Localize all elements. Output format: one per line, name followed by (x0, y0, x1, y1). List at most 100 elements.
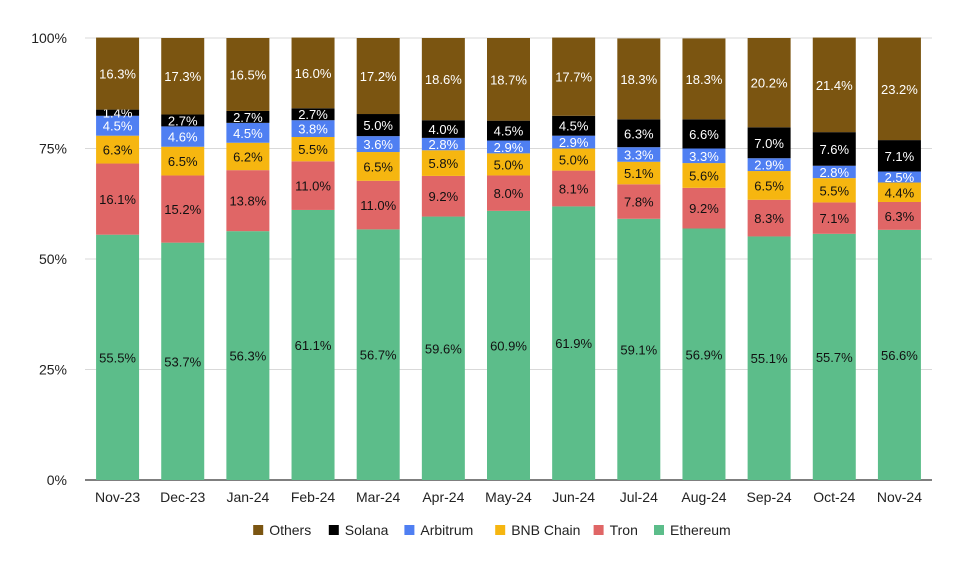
bar-segment (421, 216, 465, 480)
bar-segment (421, 120, 465, 138)
bar-stack: 56.6% 6.3% 4.4%2.5% 7.1% 23.2% (877, 37, 921, 480)
bar-segment (617, 218, 661, 480)
y-axis: 0% 25% 50% 75% 100% (31, 30, 67, 488)
data-label: 2.5% (885, 170, 915, 185)
bar-segment (226, 122, 270, 143)
data-label: 6.6% (689, 127, 719, 142)
bar-segment (486, 153, 531, 176)
x-tick-label: Sep-24 (747, 489, 792, 505)
bar-segment (291, 120, 335, 138)
bar-segment (877, 182, 921, 202)
data-label: 56.3% (229, 349, 266, 364)
data-label: 55.7% (816, 350, 853, 365)
legend-label: Solana (345, 522, 389, 538)
data-label: 11.0% (295, 179, 331, 194)
bar-segment (682, 187, 726, 229)
data-label: 7.8% (624, 195, 654, 210)
bar-segment (291, 137, 335, 162)
bar-segment (291, 108, 335, 121)
data-label: 4.5% (559, 119, 589, 134)
data-label: 5.5% (298, 142, 328, 157)
bar-segment (96, 37, 140, 110)
bar-segment (877, 171, 921, 183)
data-label: 17.7% (555, 70, 592, 85)
data-label: 17.2% (360, 69, 397, 84)
bar-segment (291, 37, 335, 109)
data-label: 8.3% (754, 211, 784, 226)
legend-label: Tron (610, 522, 638, 538)
data-label: 17.3% (164, 69, 201, 84)
legend-item: Others (253, 522, 311, 538)
bar-segment (617, 119, 661, 148)
data-label: 7.1% (885, 149, 915, 164)
data-label: 7.0% (754, 136, 784, 151)
bar-segment (161, 242, 205, 480)
legend-swatch (253, 525, 264, 535)
bar-segment (486, 120, 531, 141)
data-label: 56.9% (686, 347, 723, 362)
x-tick-label: May-24 (485, 489, 532, 505)
bar-segment (747, 127, 791, 159)
y-tick-label: 75% (39, 141, 67, 157)
bar-segment (877, 140, 921, 172)
data-label: 6.5% (754, 178, 784, 193)
bar-segment (161, 175, 205, 243)
bar-stack: 56.3% 13.8% 6.2% 4.5%2.7% 16.5% (226, 38, 270, 480)
data-label: 56.6% (881, 348, 918, 363)
bar-segment (877, 37, 921, 141)
bar-segment (161, 146, 205, 176)
bar-stack: 56.7% 11.0% 6.5% 3.6% 5.0% 17.2% (356, 38, 400, 480)
data-label: 2.9% (494, 140, 524, 155)
y-tick-label: 50% (39, 251, 67, 267)
bar-segment (682, 228, 726, 480)
data-label: 2.9% (754, 158, 784, 173)
data-label: 9.2% (429, 189, 459, 204)
legend-swatch (404, 525, 415, 535)
bar-stack: 61.9% 8.1% 5.0% 2.9%4.5% 17.7% (552, 37, 596, 481)
bar-segment (877, 229, 921, 480)
data-label: 55.5% (99, 350, 136, 365)
legend-item: Tron (593, 522, 638, 538)
data-label: 2.8% (429, 137, 459, 152)
data-label: 3.3% (624, 147, 654, 162)
legend-swatch (593, 525, 604, 535)
data-label: 53.7% (164, 354, 201, 369)
bar-stack: 55.7% 7.1% 5.5% 2.8% 7.6% 21.4% (812, 37, 856, 480)
data-label: 5.0% (363, 118, 393, 133)
y-tick-label: 0% (47, 472, 67, 488)
data-label: 8.1% (559, 182, 589, 197)
bar-segment (356, 114, 400, 137)
y-tick-label: 100% (31, 30, 67, 46)
legend-item: Arbitrum (404, 522, 473, 538)
data-label: 18.7% (490, 72, 527, 87)
data-label: 11.0% (360, 198, 396, 213)
data-label: 18.3% (686, 72, 723, 87)
data-label: 5.6% (689, 168, 719, 183)
bar-segment (617, 161, 661, 185)
data-label: 4.5% (494, 124, 524, 139)
data-label: 61.1% (295, 338, 332, 353)
legend-label: BNB Chain (511, 522, 580, 538)
bar-segment (812, 132, 856, 166)
data-label: 3.3% (689, 149, 719, 164)
bar-segment (747, 236, 791, 480)
data-label: 5.1% (624, 166, 654, 181)
x-axis: Nov-23 Dec-23 Jan-24 Feb-24 Mar-24 Apr-24 May-… (95, 489, 922, 505)
data-label: 7.6% (819, 142, 849, 157)
legend-label: Arbitrum (420, 522, 473, 538)
bar-stack: 59.6% 9.2% 5.8% 2.8%4.0% 18.6% (421, 38, 465, 480)
bar-segment (747, 171, 791, 200)
bar-segment (877, 201, 921, 230)
y-tick-label: 25% (39, 362, 67, 378)
bar-segment (96, 115, 140, 136)
data-label: 4.5% (103, 119, 133, 134)
bar-segment (161, 114, 205, 127)
data-label: 8.0% (494, 186, 524, 201)
data-label: 7.1% (819, 211, 849, 226)
bar-segment (421, 38, 465, 121)
data-label: 5.0% (559, 153, 589, 168)
bar-segment (812, 202, 856, 234)
bar-segment (421, 137, 465, 151)
x-tick-label: Aug-24 (681, 489, 726, 505)
